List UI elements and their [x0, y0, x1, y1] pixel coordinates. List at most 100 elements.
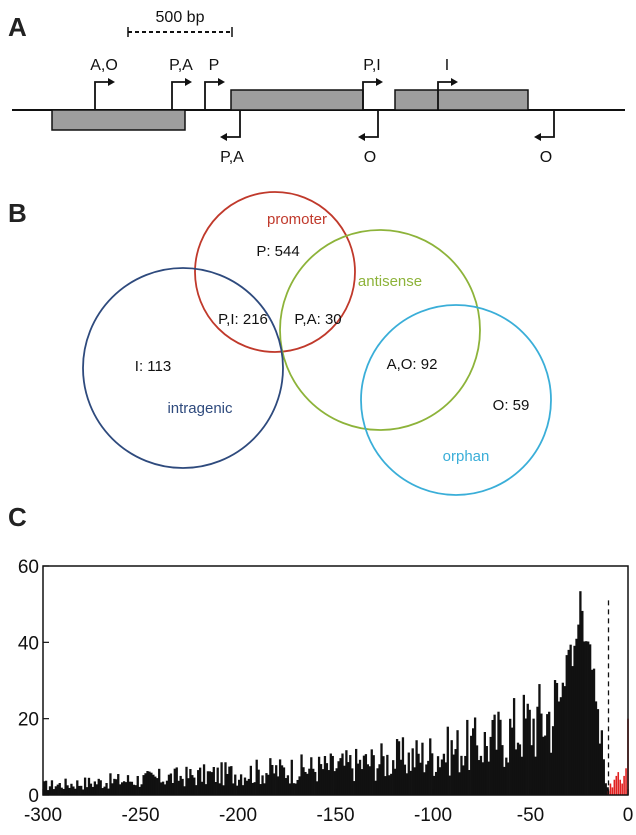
- histogram-bar: [526, 703, 529, 795]
- histogram-bar: [409, 770, 412, 795]
- histogram-bar: [571, 666, 574, 795]
- venn-count-ao: A,O: 92: [387, 356, 438, 373]
- histogram-bar: [333, 771, 336, 795]
- x-tick-label: 0: [623, 805, 634, 826]
- tss-arrows-forward: A,O P,A P P,I I: [90, 57, 458, 110]
- histogram-bar: [95, 784, 98, 795]
- histogram-bar: [310, 757, 313, 795]
- histogram-bar: [559, 697, 563, 795]
- histogram-bar: [43, 781, 46, 795]
- histogram-bar: [185, 766, 188, 795]
- venn-set-promoter: promoter: [267, 211, 327, 228]
- histogram-bar: [589, 644, 592, 795]
- histogram-bar: [257, 769, 260, 795]
- x-tick-label: -50: [517, 805, 544, 826]
- histogram-bar: [550, 752, 553, 795]
- histogram-bar-highlight: [621, 783, 623, 795]
- histogram-bar: [544, 735, 547, 795]
- histogram-bar: [54, 786, 57, 795]
- histogram-bar: [557, 701, 561, 795]
- histogram-bar: [115, 779, 118, 795]
- histogram-bar: [218, 783, 221, 795]
- histogram-bar: [532, 718, 535, 795]
- histogram-bar: [329, 753, 332, 795]
- histogram-bar: [113, 778, 116, 795]
- histogram-bar: [419, 762, 422, 795]
- histogram-bar: [528, 709, 531, 795]
- histogram-bar: [160, 782, 163, 795]
- histogram-bar: [386, 754, 389, 795]
- histogram-bar: [317, 756, 321, 795]
- histogram-bar: [399, 759, 403, 795]
- histogram-bar: [395, 739, 399, 795]
- histogram-bar: [440, 759, 444, 795]
- histogram-bar: [271, 764, 274, 795]
- x-tick-label: -250: [121, 805, 159, 826]
- venn-set-intragenic: intragenic: [167, 400, 233, 417]
- histogram-bar: [89, 783, 93, 795]
- histogram-bar: [130, 781, 134, 795]
- histogram-bar: [483, 732, 486, 795]
- histogram-bar: [473, 717, 477, 795]
- histogram-bars: [43, 591, 609, 795]
- histogram-bar: [80, 785, 83, 795]
- histogram-bar: [343, 765, 346, 795]
- histogram-bar: [417, 753, 420, 795]
- histogram-bar: [606, 787, 609, 795]
- x-tick-label: -300: [24, 805, 62, 826]
- histogram-bar: [585, 641, 588, 795]
- histogram-bar: [306, 773, 309, 795]
- histogram-bar: [493, 714, 496, 795]
- histogram-bar: [442, 753, 446, 795]
- histogram-bar: [362, 755, 366, 795]
- histogram-bar: [197, 770, 200, 795]
- histogram-bar: [132, 784, 135, 795]
- histogram-bar: [540, 713, 543, 795]
- venn-count-o: O: 59: [493, 397, 530, 414]
- histogram-bar: [425, 764, 428, 795]
- histogram-bar: [191, 775, 194, 795]
- histogram-bar: [360, 769, 364, 795]
- x-axis-ticks: -300 -250 -200 -150 -100 -50 0: [24, 789, 633, 826]
- venn-circle-promoter: [194, 191, 356, 353]
- histogram-bar: [206, 771, 210, 795]
- histogram-bar: [134, 785, 137, 795]
- histogram-bar: [495, 749, 498, 795]
- histogram-bar: [46, 790, 50, 795]
- histogram-bar: [421, 742, 424, 795]
- histogram-bar: [587, 641, 590, 795]
- histogram-bar: [594, 701, 598, 795]
- histogram-bar: [487, 761, 490, 795]
- tss-arrow-forward: I: [437, 57, 458, 110]
- histogram-bar: [438, 767, 442, 795]
- histogram-bar: [477, 760, 481, 795]
- histogram-bar: [200, 781, 204, 795]
- histogram-bar: [321, 769, 325, 795]
- histogram-bar: [530, 745, 533, 795]
- tss-label-forward: P: [209, 57, 220, 74]
- histogram-bar: [278, 759, 282, 795]
- histogram-bar: [325, 763, 329, 795]
- histogram-bar: [216, 767, 219, 795]
- histogram-bar: [142, 775, 145, 795]
- histogram-bar: [454, 749, 457, 795]
- histogram-bar: [341, 753, 344, 795]
- gene-box-reverse: [51, 109, 186, 131]
- histogram-bar: [370, 749, 373, 795]
- histogram-bar: [122, 781, 126, 795]
- histogram-bar: [286, 775, 290, 795]
- histogram-bar: [121, 782, 124, 795]
- histogram-bar: [212, 767, 215, 795]
- histogram-bars-highlight: [607, 718, 629, 795]
- histogram-bar: [337, 761, 340, 795]
- histogram-bar: [117, 774, 120, 795]
- histogram-bar: [470, 735, 473, 795]
- histogram-bar: [592, 668, 596, 795]
- histogram-bar: [169, 773, 173, 795]
- histogram-bar: [433, 775, 436, 795]
- histogram-bar: [255, 759, 258, 795]
- histogram-bar: [282, 767, 286, 795]
- tss-label-reverse: O: [540, 149, 552, 166]
- histogram-bar: [177, 780, 180, 795]
- histogram-bar: [323, 756, 327, 795]
